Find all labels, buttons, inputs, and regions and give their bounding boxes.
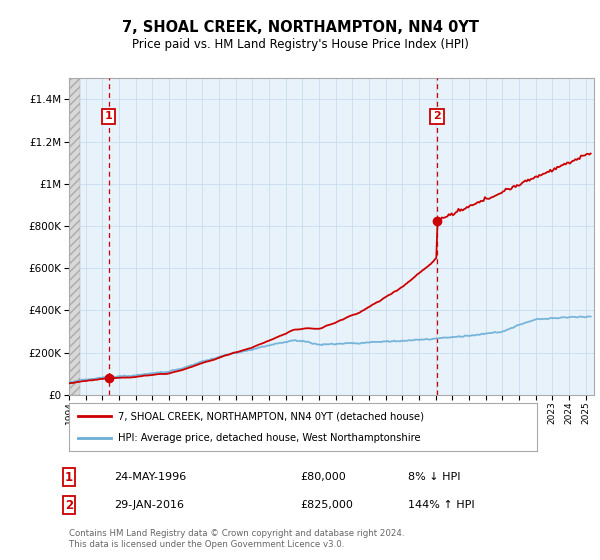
Text: HPI: Average price, detached house, West Northamptonshire: HPI: Average price, detached house, West…	[118, 433, 421, 443]
Text: 1: 1	[65, 470, 73, 484]
Bar	[69, 78, 80, 395]
Text: 24-MAY-1996: 24-MAY-1996	[114, 472, 186, 482]
Text: 1: 1	[105, 111, 113, 122]
Text: £825,000: £825,000	[300, 500, 353, 510]
Text: 2: 2	[433, 111, 441, 122]
Text: Contains HM Land Registry data © Crown copyright and database right 2024.
This d: Contains HM Land Registry data © Crown c…	[69, 529, 404, 549]
Text: 2: 2	[65, 498, 73, 512]
Text: 7, SHOAL CREEK, NORTHAMPTON, NN4 0YT: 7, SHOAL CREEK, NORTHAMPTON, NN4 0YT	[121, 20, 479, 35]
Text: £80,000: £80,000	[300, 472, 346, 482]
Text: 7, SHOAL CREEK, NORTHAMPTON, NN4 0YT (detached house): 7, SHOAL CREEK, NORTHAMPTON, NN4 0YT (de…	[118, 411, 424, 421]
Text: 8% ↓ HPI: 8% ↓ HPI	[408, 472, 461, 482]
Text: 144% ↑ HPI: 144% ↑ HPI	[408, 500, 475, 510]
Text: 29-JAN-2016: 29-JAN-2016	[114, 500, 184, 510]
Text: Price paid vs. HM Land Registry's House Price Index (HPI): Price paid vs. HM Land Registry's House …	[131, 38, 469, 51]
